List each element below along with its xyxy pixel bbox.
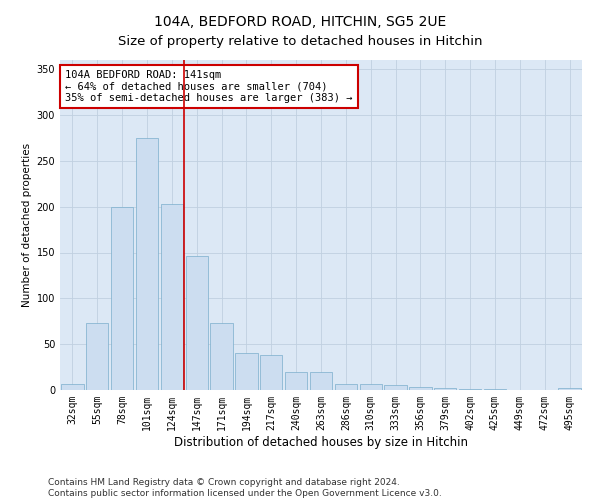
Bar — [136, 138, 158, 390]
Bar — [310, 372, 332, 390]
Bar — [459, 389, 481, 390]
X-axis label: Distribution of detached houses by size in Hitchin: Distribution of detached houses by size … — [174, 436, 468, 448]
Bar — [359, 384, 382, 390]
Text: 104A, BEDFORD ROAD, HITCHIN, SG5 2UE: 104A, BEDFORD ROAD, HITCHIN, SG5 2UE — [154, 15, 446, 29]
Bar — [86, 323, 109, 390]
Bar — [385, 386, 407, 390]
Bar — [211, 323, 233, 390]
Bar — [285, 372, 307, 390]
Bar — [260, 355, 283, 390]
Text: Contains HM Land Registry data © Crown copyright and database right 2024.
Contai: Contains HM Land Registry data © Crown c… — [48, 478, 442, 498]
Bar — [484, 389, 506, 390]
Y-axis label: Number of detached properties: Number of detached properties — [22, 143, 32, 307]
Bar — [559, 388, 581, 390]
Bar — [111, 206, 133, 390]
Bar — [161, 204, 183, 390]
Bar — [409, 387, 431, 390]
Bar — [335, 384, 357, 390]
Bar — [434, 388, 457, 390]
Text: 104A BEDFORD ROAD: 141sqm
← 64% of detached houses are smaller (704)
35% of semi: 104A BEDFORD ROAD: 141sqm ← 64% of detac… — [65, 70, 353, 103]
Bar — [235, 354, 257, 390]
Bar — [61, 384, 83, 390]
Bar — [185, 256, 208, 390]
Text: Size of property relative to detached houses in Hitchin: Size of property relative to detached ho… — [118, 35, 482, 48]
